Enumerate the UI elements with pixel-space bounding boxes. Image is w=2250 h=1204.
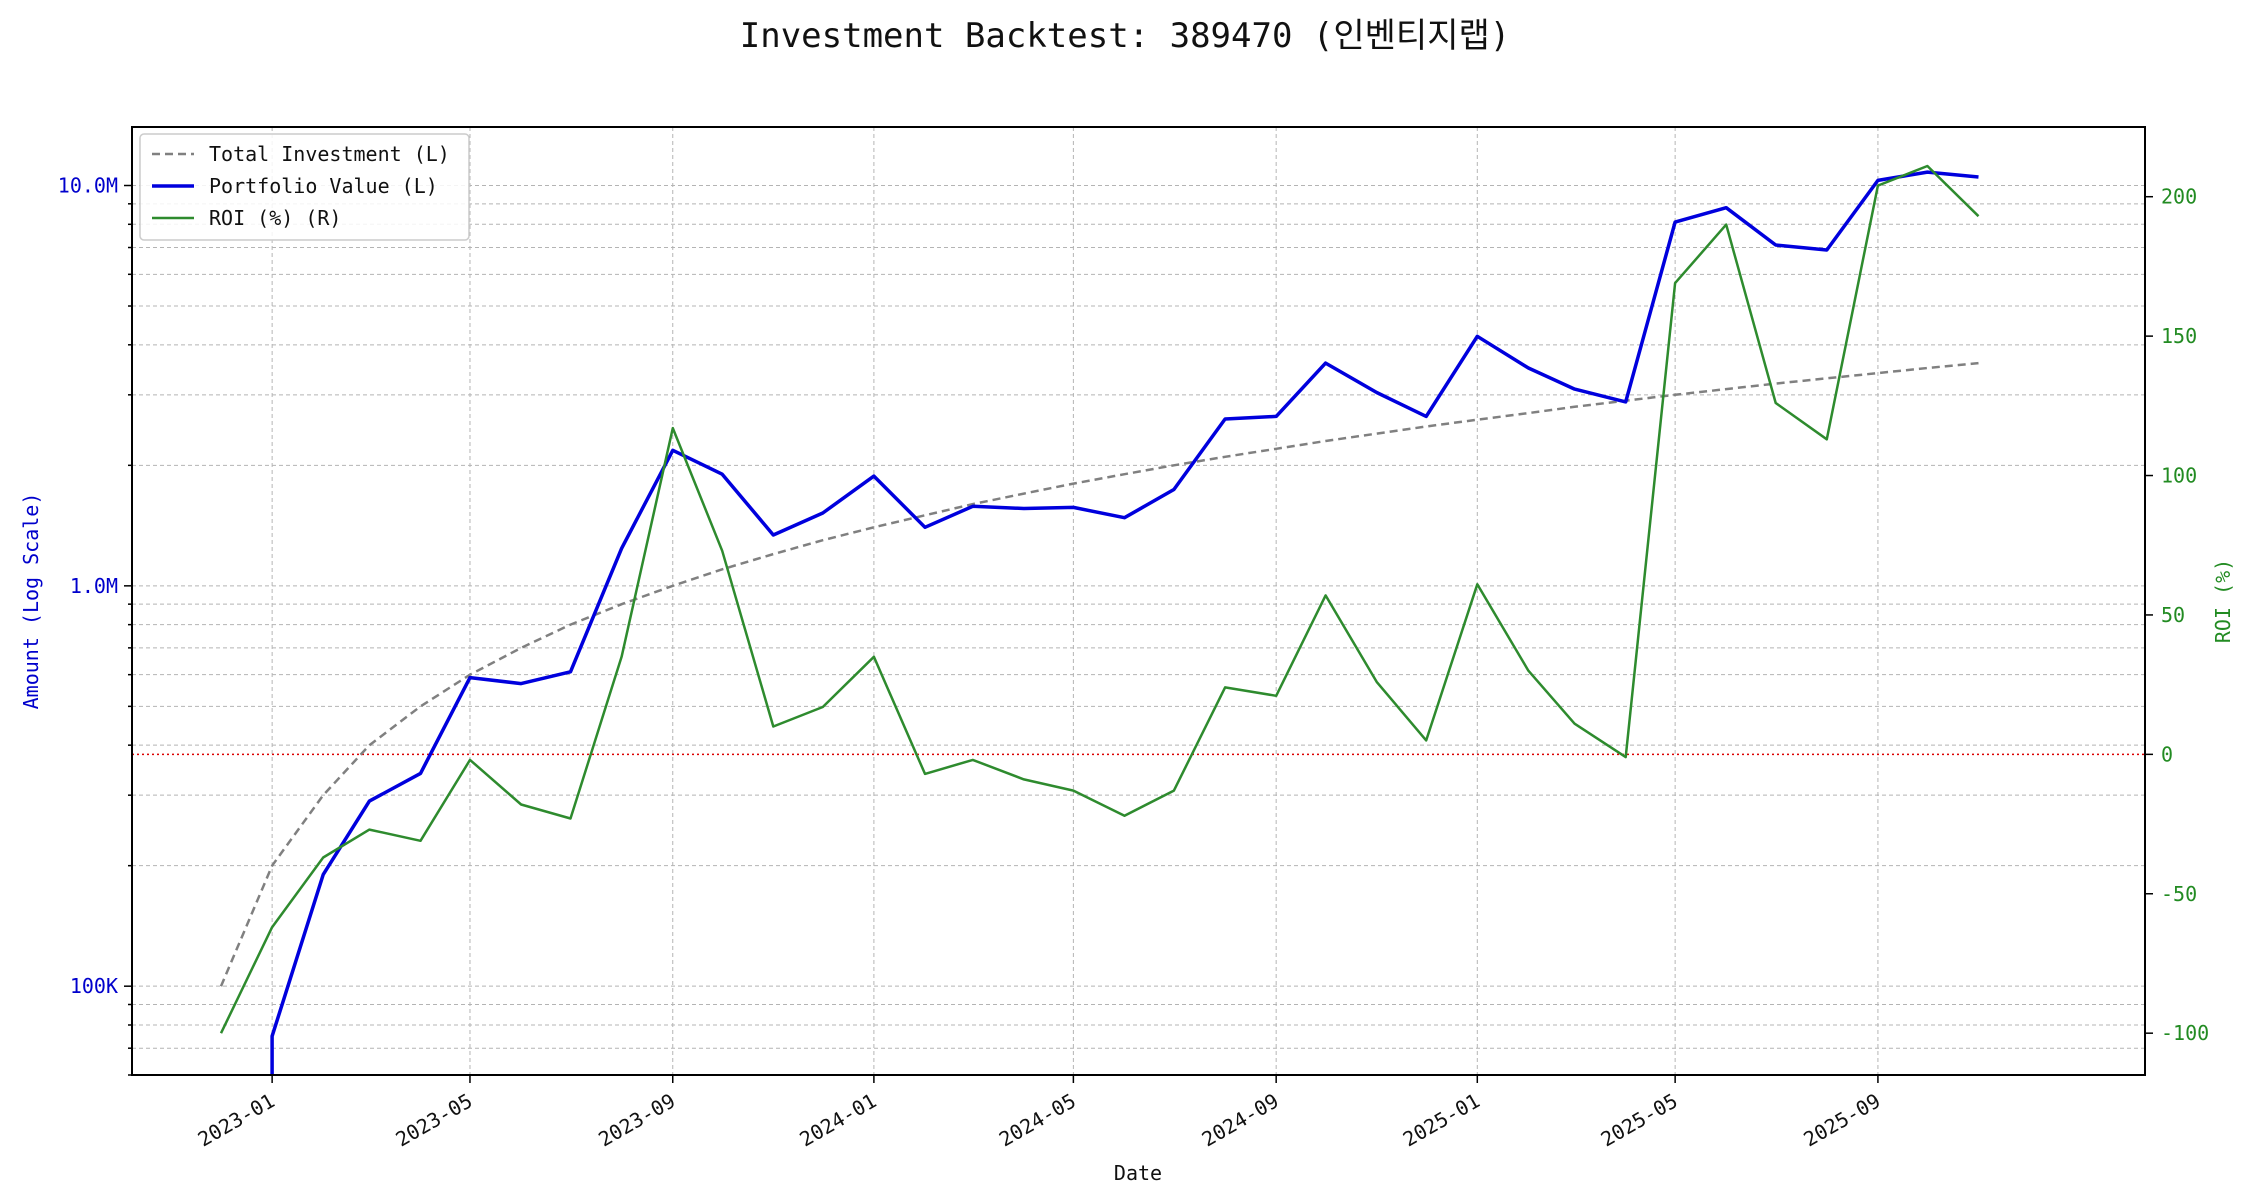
right-tick-label-2: 0: [2161, 742, 2173, 766]
portfolio-value-line: [270, 170, 1979, 1076]
roi-line: [219, 164, 1980, 1034]
x-tick-label-7: 2025-05: [1597, 1089, 1682, 1152]
right-tick-label-5: 150: [2161, 324, 2197, 348]
legend-label-investment: Total Investment (L): [209, 142, 450, 166]
left-tick-label-0: 100K: [70, 974, 118, 998]
chart-title: Investment Backtest: 389470 (인벤티지랩): [740, 16, 1511, 56]
legend-label-portfolio: Portfolio Value (L): [209, 174, 438, 198]
left-tick-label-1: 1.0M: [70, 574, 118, 598]
total-investment-line: [219, 361, 1979, 987]
x-axis-label: Date: [1114, 1161, 1162, 1185]
x-tick-label-6: 2025-01: [1399, 1089, 1484, 1152]
x-tick-label-0: 2023-01: [194, 1089, 279, 1152]
x-tick-label-1: 2023-05: [391, 1089, 476, 1152]
x-tick-label-5: 2024-09: [1198, 1089, 1283, 1152]
x-tick-label-4: 2024-05: [995, 1089, 1080, 1152]
left-axis-label: Amount (Log Scale): [19, 493, 43, 710]
right-tick-label-0: -100: [2161, 1021, 2209, 1045]
right-tick-label-6: 200: [2161, 185, 2197, 209]
right-tick-label-3: 50: [2161, 603, 2185, 627]
plot-frame: [131, 126, 2146, 1076]
x-axis-ticks: 2023-01 2023-05 2023-09 2024-01 2024-05 2024-…: [194, 1075, 1884, 1152]
legend-label-roi: ROI (%) (R): [209, 206, 341, 230]
right-tick-label-1: -50: [2161, 882, 2197, 906]
legend-box: [139, 133, 470, 241]
x-tick-label-3: 2024-01: [795, 1089, 880, 1152]
left-tick-label-2: 10.0M: [58, 174, 118, 198]
x-tick-label-8: 2025-09: [1799, 1089, 1884, 1152]
right-axis-label: ROI (%): [2211, 559, 2235, 643]
grid: [132, 127, 2145, 1076]
x-tick-label-2: 2023-09: [594, 1089, 679, 1152]
series-lines: [219, 164, 1980, 1076]
right-tick-label-4: 100: [2161, 464, 2197, 488]
left-axis-ticks: 100K 1.0M 10.0M: [58, 174, 132, 1076]
legend: Total Investment (L) Portfolio Value (L)…: [139, 133, 470, 241]
right-axis-ticks: -100 -50 0 50 100 150 200: [2145, 185, 2209, 1045]
